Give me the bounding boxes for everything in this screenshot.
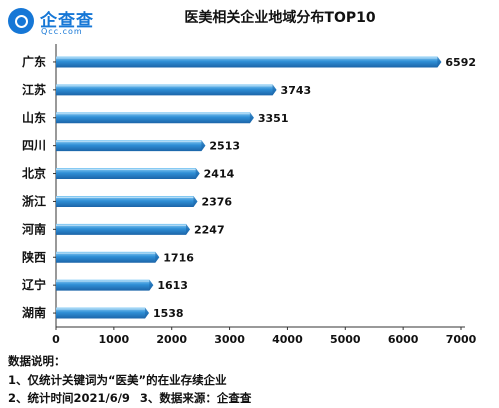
brand-name: 企查查 bbox=[40, 11, 94, 31]
category-label: 江苏 bbox=[22, 82, 46, 97]
bar-end-cap bbox=[149, 279, 154, 291]
chart-axes: 0 1000 2000 3000 4000 5000 6000 7000 bbox=[52, 44, 477, 346]
value-label: 3351 bbox=[258, 112, 289, 125]
data-notes: 数据说明： 1、仅统计关键词为“医美”的在业存续企业 2、统计时间2021/6/… bbox=[8, 352, 251, 408]
category-label: 四川 bbox=[22, 139, 46, 153]
bar bbox=[56, 307, 149, 319]
bar-body bbox=[56, 112, 254, 124]
bar bbox=[56, 140, 206, 152]
x-tick-label: 7000 bbox=[446, 333, 477, 346]
bar-end-cap bbox=[249, 112, 254, 124]
category-label: 浙江 bbox=[22, 193, 46, 208]
bar-end-cap bbox=[155, 251, 160, 263]
x-tick-label: 3000 bbox=[214, 333, 245, 346]
bar-body bbox=[56, 251, 160, 263]
chart-labels: 广东 6592 江苏 3743 山东 3351 四川 2513 北京 2414 浙江 2376 河南 22… bbox=[21, 54, 476, 320]
x-tick-label: 4000 bbox=[272, 333, 303, 346]
value-label: 6592 bbox=[445, 56, 476, 69]
value-label: 3743 bbox=[281, 84, 312, 97]
value-label: 1716 bbox=[163, 251, 194, 264]
bar-body bbox=[56, 279, 154, 291]
bar bbox=[56, 168, 200, 180]
bar bbox=[56, 112, 254, 124]
value-label: 2513 bbox=[209, 140, 240, 153]
bar-end-cap bbox=[193, 195, 198, 207]
x-tick-label: 0 bbox=[52, 333, 60, 346]
x-tick-label: 6000 bbox=[388, 333, 419, 346]
value-label: 2376 bbox=[201, 195, 232, 208]
notes-line-2: 2、统计时间2021/6/9 3、数据来源：企查查 bbox=[8, 389, 251, 408]
value-label: 1613 bbox=[157, 279, 188, 292]
bar-end-cap bbox=[186, 223, 191, 235]
value-label: 2414 bbox=[204, 168, 235, 181]
bar bbox=[56, 251, 160, 263]
magnifier-logo-icon bbox=[8, 8, 34, 34]
bar-body bbox=[56, 223, 191, 235]
bar bbox=[56, 84, 277, 96]
x-tick-label: 5000 bbox=[330, 333, 361, 346]
category-label: 山东 bbox=[22, 110, 46, 125]
bar-end-cap bbox=[195, 168, 200, 180]
bar-end-cap bbox=[201, 140, 206, 152]
bar bbox=[56, 223, 191, 235]
notes-line-2b: 3、数据来源：企查查 bbox=[139, 391, 252, 405]
notes-heading: 数据说明： bbox=[8, 354, 66, 368]
category-label: 辽宁 bbox=[22, 277, 46, 292]
category-label: 北京 bbox=[22, 166, 46, 181]
bar-end-cap bbox=[272, 84, 277, 96]
value-label: 2247 bbox=[194, 223, 225, 236]
bar bbox=[56, 56, 442, 68]
bar-body bbox=[56, 56, 442, 68]
brand-domain: Qcc.com bbox=[41, 27, 83, 36]
bar bbox=[56, 279, 154, 291]
bar-body bbox=[56, 195, 198, 207]
chart-bars bbox=[56, 56, 442, 319]
bar-body bbox=[56, 168, 200, 180]
x-tick-label: 1000 bbox=[99, 333, 130, 346]
chart-title: 医美相关企业地域分布TOP10 bbox=[184, 10, 376, 26]
category-label: 湖南 bbox=[22, 305, 46, 320]
notes-line-1: 1、仅统计关键词为“医美”的在业存续企业 bbox=[8, 372, 227, 387]
bar-end-cap bbox=[144, 307, 149, 319]
category-label: 陕西 bbox=[22, 249, 46, 264]
category-label: 河南 bbox=[21, 221, 46, 236]
bar-body bbox=[56, 140, 206, 152]
bar bbox=[56, 195, 198, 207]
qcc-logo: 企查查 Qcc.com bbox=[8, 6, 112, 38]
notes-line-2a: 2、统计时间2021/6/9 bbox=[8, 391, 130, 405]
bar-body bbox=[56, 307, 149, 319]
bar-end-cap bbox=[437, 56, 442, 68]
category-label: 广东 bbox=[22, 54, 46, 69]
x-tick-label: 2000 bbox=[156, 333, 187, 346]
bar-body bbox=[56, 84, 277, 96]
value-label: 1538 bbox=[153, 307, 184, 320]
